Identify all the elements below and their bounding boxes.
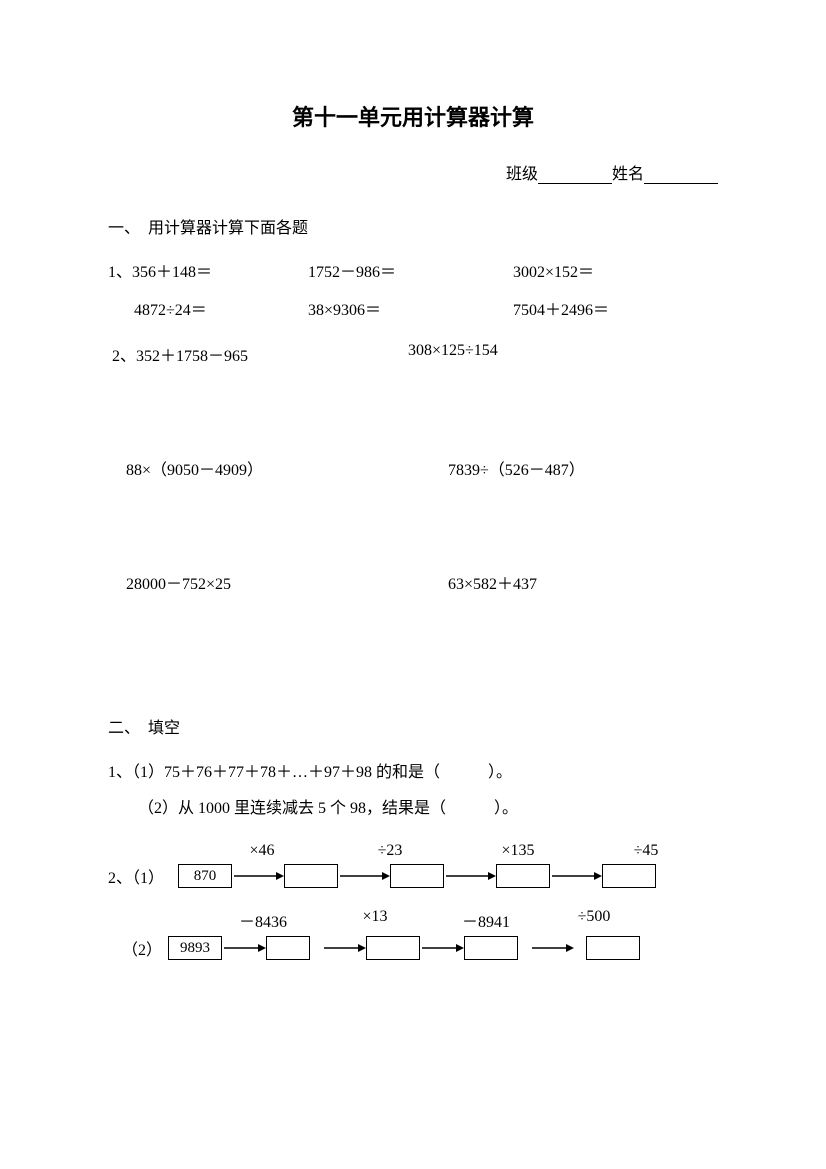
arrow-icon: [420, 940, 464, 956]
q2-1b: （2）从 1000 里连续减去 5 个 98，结果是（ ）。: [108, 794, 718, 818]
chain1-op-2: ×135: [454, 842, 582, 860]
chain2-op-2: －8941: [428, 908, 544, 932]
q1-1b-a: 4872÷24＝: [108, 296, 308, 320]
q1-3-b: 7839÷（526－487）: [408, 456, 708, 480]
page-title: 第十一单元用计算器计算: [108, 100, 718, 132]
q2-1a: 1、（1）75＋76＋77＋78＋…＋97＋98 的和是（ ）。: [108, 758, 718, 782]
chain1-start-box: 870: [178, 864, 232, 888]
chain2-op-0: －8436: [204, 908, 322, 932]
chain1-op-1: ÷23: [326, 842, 454, 860]
name-label: 姓名: [612, 166, 644, 183]
chain1-box-3: [496, 864, 550, 888]
chain2-box-2: [366, 936, 420, 960]
arrow-icon: [338, 868, 390, 884]
q1-4-a: 28000－752×25: [108, 570, 408, 594]
chain2-op-3: ÷500: [544, 908, 644, 932]
chain1-box-1: [284, 864, 338, 888]
chain2-box-1: [266, 936, 310, 960]
arrow-icon: [530, 940, 574, 956]
q1-2-a: 2、352＋1758－965: [108, 342, 408, 366]
chain2-box-3: [464, 936, 518, 960]
arrow-icon: [232, 868, 284, 884]
arrow-icon: [550, 868, 602, 884]
class-label: 班级: [506, 166, 538, 183]
chain2-start-box: 9893: [168, 936, 222, 960]
q2-2-chain-1: ×46 ÷23 ×135 ÷45 2、（1） 870: [108, 842, 718, 888]
name-blank: [644, 166, 718, 184]
chain1-box-2: [390, 864, 444, 888]
q1-1-a: 1、356＋148＝: [108, 258, 308, 282]
chain1-box-4: [602, 864, 656, 888]
chain1-op-0: ×46: [198, 842, 326, 860]
student-info: 班级 姓名: [108, 160, 718, 184]
q1-1b-b: 38×9306＝: [308, 296, 513, 320]
q1-1b-c: 7504＋2496＝: [513, 296, 713, 320]
section-2-heading: 二、 填空: [108, 714, 718, 738]
chain2-prefix: （2）: [108, 936, 168, 960]
arrow-icon: [222, 940, 266, 956]
q1-1-c: 3002×152＝: [513, 258, 713, 282]
q1-4-b: 63×582＋437: [408, 570, 708, 594]
q1-3-a: 88×（9050－4909）: [108, 456, 408, 480]
chain1-prefix: 2、（1）: [108, 864, 178, 888]
q2-2-chain-2: －8436 ×13 －8941 ÷500 （2） 9893: [108, 908, 718, 960]
arrow-icon: [444, 868, 496, 884]
q1-1-b: 1752－986＝: [308, 258, 513, 282]
q1-2-b: 308×125÷154: [408, 342, 708, 366]
class-blank: [538, 166, 612, 184]
section-1-heading: 一、 用计算器计算下面各题: [108, 214, 718, 238]
chain2-box-4: [586, 936, 640, 960]
chain1-op-3: ÷45: [582, 842, 710, 860]
chain2-op-1: ×13: [322, 908, 428, 932]
arrow-icon: [322, 940, 366, 956]
